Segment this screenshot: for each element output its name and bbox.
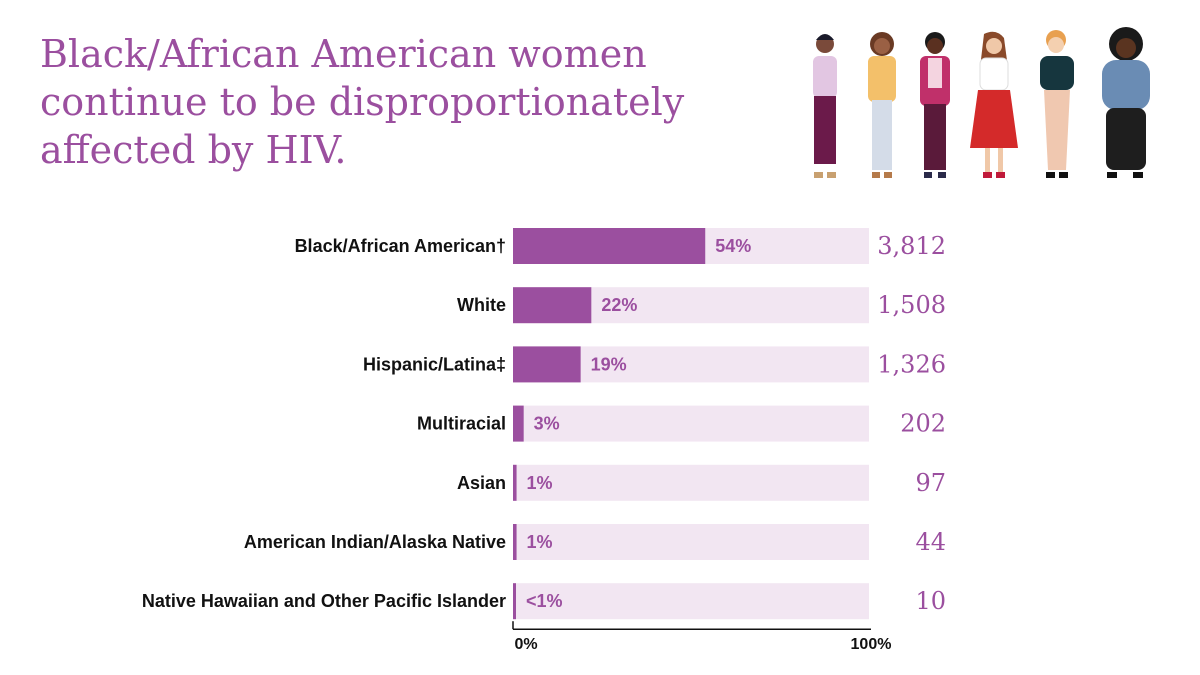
x-tick-label: 100% [851, 636, 892, 653]
count-label: 10 [915, 587, 946, 615]
woman-figure-2-icon [868, 32, 896, 178]
bar [513, 524, 517, 560]
bar [513, 583, 516, 620]
bar-track [513, 583, 869, 620]
page-title: Black/African American women continue to… [40, 32, 685, 172]
women-illustration [813, 27, 1150, 178]
bar [513, 287, 592, 324]
woman-figure-6-icon [1102, 27, 1150, 178]
percent-label: <1% [526, 591, 563, 611]
percent-label: 54% [715, 236, 751, 256]
percent-label: 22% [601, 295, 637, 315]
percent-label: 3% [534, 414, 560, 434]
bar [513, 464, 517, 501]
category-label: Multiracial [417, 414, 506, 434]
category-label: American Indian/Alaska Native [244, 532, 506, 552]
percent-label: 1% [527, 532, 553, 552]
category-label: Black/African American† [295, 236, 506, 256]
category-label: White [457, 295, 506, 315]
count-label: 44 [915, 528, 946, 556]
category-label: Hispanic/Latina‡ [363, 354, 506, 374]
bar-track [513, 464, 869, 501]
bar [513, 405, 524, 442]
woman-figure-5-icon [1040, 30, 1074, 178]
category-label: Native Hawaiian and Other Pacific Island… [142, 591, 506, 611]
woman-figure-3-icon [920, 32, 950, 178]
x-tick-label: 0% [514, 636, 537, 653]
bar-track [513, 405, 869, 442]
count-label: 1,508 [877, 291, 946, 319]
count-label: 3,812 [877, 232, 946, 260]
count-label: 1,326 [877, 350, 946, 378]
bar [513, 228, 706, 264]
count-label: 202 [900, 410, 946, 438]
percent-label: 19% [591, 354, 627, 374]
bar-track [513, 524, 869, 560]
woman-figure-4-icon [970, 31, 1018, 178]
count-label: 97 [915, 469, 946, 497]
bar [513, 346, 581, 383]
woman-figure-1-icon [813, 34, 837, 178]
percent-label: 1% [527, 473, 553, 493]
category-label: Asian [457, 473, 506, 493]
